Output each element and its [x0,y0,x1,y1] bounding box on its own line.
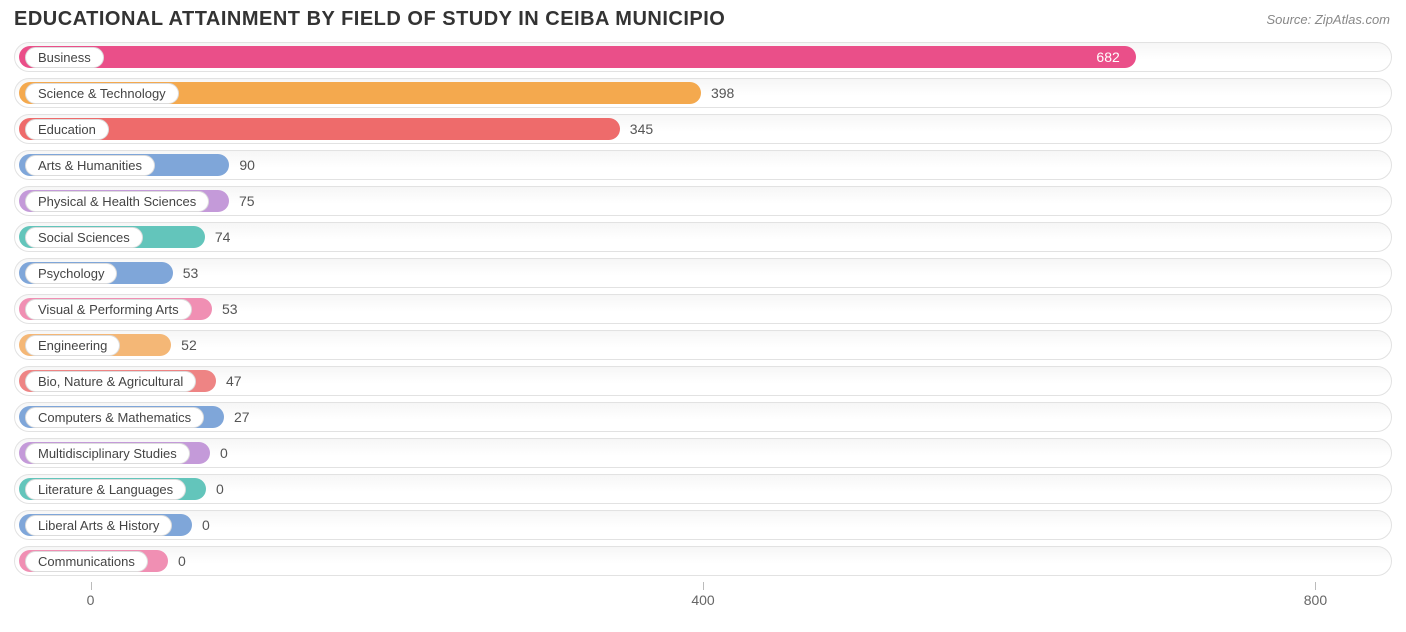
category-label: Arts & Humanities [25,155,155,176]
category-label: Science & Technology [25,83,179,104]
bar-row: Science & Technology 398 [14,78,1392,108]
axis-tick-label: 400 [691,592,714,608]
bar-row: Multidisciplinary Studies 0 [14,438,1392,468]
bar-row: Bio, Nature & Agricultural 47 [14,366,1392,396]
category-label: Business [25,47,104,68]
value-label: 53 [183,265,199,281]
bar-row: Arts & Humanities 90 [14,150,1392,180]
bar-row: Liberal Arts & History 0 [14,510,1392,540]
bar-row: Business 682 [14,42,1392,72]
category-label: Communications [25,551,148,572]
value-label: 27 [234,409,250,425]
category-label: Psychology [25,263,117,284]
axis-tick [703,582,704,590]
category-label: Social Sciences [25,227,143,248]
value-label: 90 [239,157,255,173]
category-label: Literature & Languages [25,479,186,500]
bar-fill [19,46,1136,68]
bar-row: Social Sciences 74 [14,222,1392,252]
bar-row: Psychology 53 [14,258,1392,288]
x-axis: 0 400 800 [14,582,1392,610]
value-label: 53 [222,301,238,317]
value-label: 398 [711,85,734,101]
axis-tick-label: 800 [1304,592,1327,608]
category-label: Physical & Health Sciences [25,191,209,212]
chart-area: Business 682 Science & Technology 398 Educat… [14,42,1392,622]
category-label: Education [25,119,109,140]
value-label: 74 [215,229,231,245]
bar-row: Computers & Mathematics 27 [14,402,1392,432]
value-label: 0 [220,445,228,461]
value-label: 47 [226,373,242,389]
bar-row: Communications 0 [14,546,1392,576]
category-label: Bio, Nature & Agricultural [25,371,196,392]
bar-row: Visual & Performing Arts 53 [14,294,1392,324]
bar-row: Engineering 52 [14,330,1392,360]
category-label: Visual & Performing Arts [25,299,192,320]
category-label: Liberal Arts & History [25,515,172,536]
value-label: 345 [630,121,653,137]
value-label: 0 [216,481,224,497]
axis-tick [1315,582,1316,590]
category-label: Engineering [25,335,120,356]
value-label: 52 [181,337,197,353]
bar-row: Literature & Languages 0 [14,474,1392,504]
category-label: Multidisciplinary Studies [25,443,190,464]
value-label: 75 [239,193,255,209]
bar-fill [19,118,620,140]
bars-container: Business 682 Science & Technology 398 Educat… [14,42,1392,576]
bar-row: Education 345 [14,114,1392,144]
category-label: Computers & Mathematics [25,407,204,428]
bar-row: Physical & Health Sciences 75 [14,186,1392,216]
source-attribution: Source: ZipAtlas.com [1266,12,1390,27]
axis-tick-label: 0 [87,592,95,608]
axis-tick [91,582,92,590]
value-label: 0 [178,553,186,569]
chart-title: EDUCATIONAL ATTAINMENT BY FIELD OF STUDY… [14,8,725,31]
value-label: 0 [202,517,210,533]
value-label: 682 [1096,49,1119,65]
